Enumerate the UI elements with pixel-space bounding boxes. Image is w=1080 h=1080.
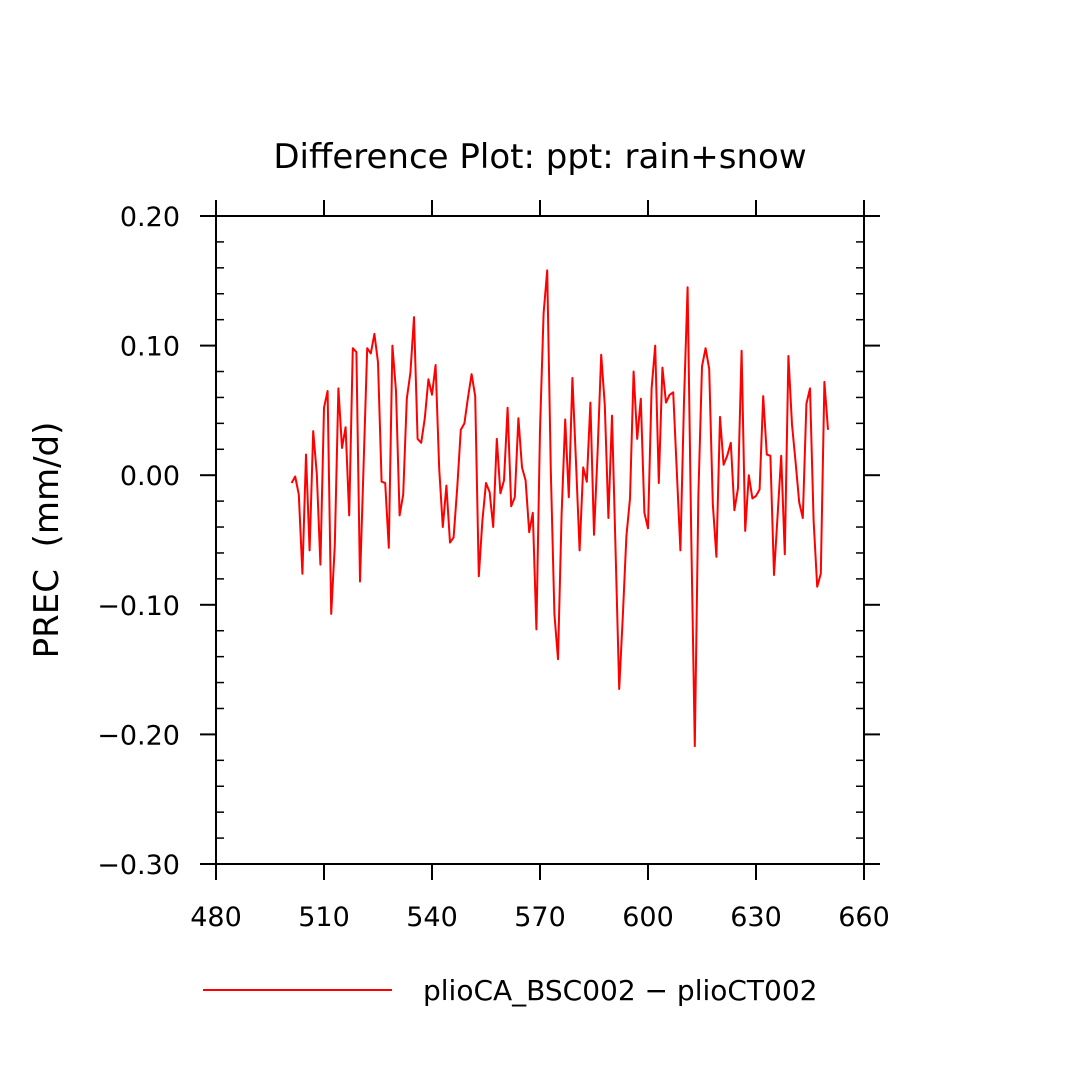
x-tick-label: 510 — [298, 902, 350, 933]
y-tick-labels: −0.30 −0.20 −0.10 0.00 0.10 0.20 — [97, 202, 180, 881]
legend-label: plioCA_BSC002 − plioCT002 — [423, 974, 817, 1007]
series-group — [290, 269, 829, 748]
y-tick-label: 0.20 — [120, 202, 180, 233]
x-tick-label: 630 — [730, 902, 782, 933]
x-tick-label: 480 — [190, 902, 242, 933]
y-tick-label: −0.20 — [97, 720, 180, 751]
y-tick-label: 0.10 — [120, 332, 180, 363]
legend: plioCA_BSC002 − plioCT002 — [203, 974, 817, 1007]
axis-ticks — [200, 200, 880, 880]
x-tick-label: 600 — [622, 902, 674, 933]
series-line — [290, 269, 829, 748]
chart-title: Difference Plot: ppt: rain+snow — [273, 137, 806, 177]
plot-frame — [215, 215, 865, 865]
x-tick-label: 660 — [838, 902, 890, 933]
y-tick-label: 0.00 — [120, 461, 180, 492]
y-tick-label: −0.10 — [97, 591, 180, 622]
x-tick-label: 540 — [406, 902, 458, 933]
y-tick-label: −0.30 — [97, 850, 180, 881]
y-axis-label: PREC (mm/d) — [27, 422, 67, 659]
x-tick-labels: 480 510 540 570 600 630 660 — [190, 902, 890, 933]
x-tick-label: 570 — [514, 902, 566, 933]
